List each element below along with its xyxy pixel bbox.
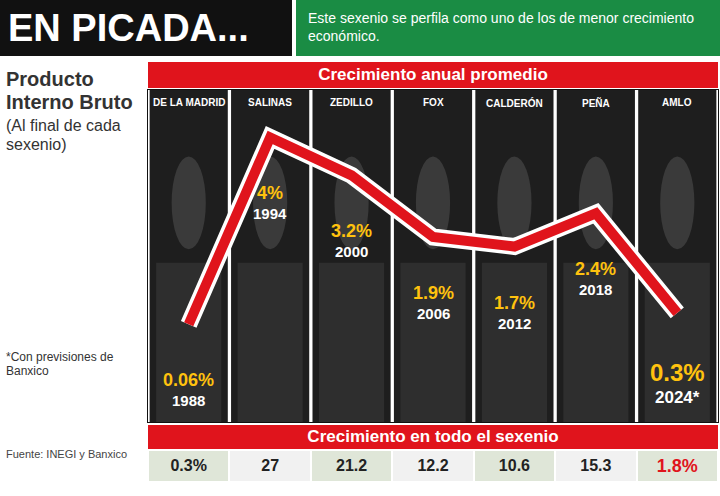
svg-text:FOX: FOX [423,97,444,108]
html-text:Fuente: INEGI y Banxico: Fuente: INEGI y Banxico [6,448,128,460]
html-text:15.3: 15.3 [580,457,612,474]
html-text:Crecimiento anual promedio: Crecimiento anual promedio [318,65,548,84]
html-text:27: 27 [261,457,279,474]
svg-text:3.2%: 3.2% [331,221,372,241]
svg-text:AMLO: AMLO [662,97,692,108]
svg-text:0.3%: 0.3% [650,359,705,386]
html-text:EN PICADA...: EN PICADA... [8,7,249,49]
html-text:Crecimiento en todo el sexenio: Crecimiento en todo el sexenio [307,427,559,446]
html-text:0.3%: 0.3% [170,457,207,474]
html-text:*Con previsiones de Banxico: *Con previsiones de Banxico [6,350,114,378]
svg-text:2018: 2018 [579,281,612,298]
svg-text:1994: 1994 [253,205,287,222]
svg-text:0.06%: 0.06% [163,370,214,390]
svg-text:2006: 2006 [417,305,450,322]
svg-text:PEÑA: PEÑA [582,97,610,109]
svg-text:SALINAS: SALINAS [248,97,292,108]
svg-text:DE LA MADRID: DE LA MADRID [153,97,225,108]
svg-text:CALDERÓN: CALDERÓN [486,97,543,109]
html-text:12.2: 12.2 [417,457,449,474]
html-text:Producto Interno Bruto: Producto Interno Bruto [6,68,133,113]
svg-text:1988: 1988 [172,392,205,409]
html-text:Este sexenio se perfila como u: Este sexenio se perfila como uno de los … [308,10,694,44]
svg-text:2000: 2000 [335,243,368,260]
svg-text:2024*: 2024* [655,388,700,407]
svg-text:ZEDILLO: ZEDILLO [330,97,373,108]
html-text:1.8%: 1.8% [656,456,698,476]
svg-text:1.9%: 1.9% [413,283,454,303]
svg-text:4%: 4% [257,183,283,203]
html-text:21.2: 21.2 [336,457,368,474]
html-text:(Al final de cada sexenio): (Al final de cada sexenio) [6,117,121,153]
html-text:10.6: 10.6 [498,457,530,474]
svg-text:2012: 2012 [498,315,531,332]
svg-text:1.7%: 1.7% [494,293,535,313]
svg-text:2.4%: 2.4% [575,259,616,279]
